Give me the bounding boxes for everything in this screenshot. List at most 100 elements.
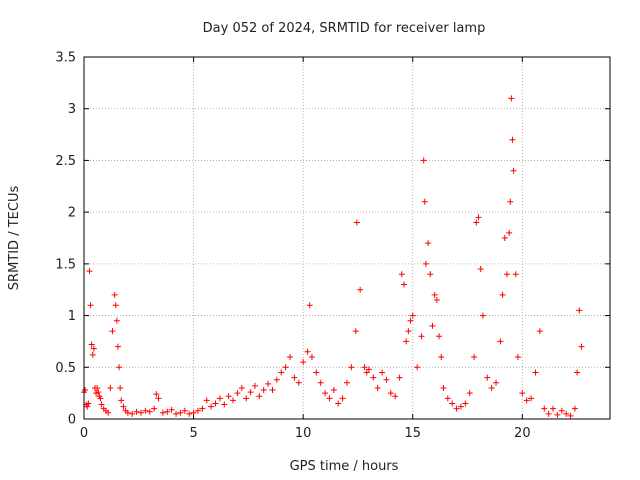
data-point (86, 268, 93, 275)
data-point (155, 395, 162, 402)
data-point (82, 387, 89, 394)
data-point (111, 291, 118, 298)
data-point (414, 364, 421, 371)
data-point (519, 390, 526, 397)
data-point (203, 397, 210, 404)
data-point (405, 328, 412, 335)
data-point (528, 395, 535, 402)
data-point (247, 389, 254, 396)
data-point (383, 376, 390, 383)
data-point (571, 405, 578, 412)
data-point (576, 307, 583, 314)
data-point (95, 389, 102, 396)
data-point (403, 338, 410, 345)
data-point (199, 405, 206, 412)
x-axis-label: GPS time / hours (290, 459, 399, 474)
data-point (493, 379, 500, 386)
y-tick-label: 1 (68, 309, 76, 324)
data-point (212, 400, 219, 407)
data-point (114, 343, 121, 350)
data-point (536, 328, 543, 335)
data-point (409, 312, 416, 319)
x-tick-label: 15 (404, 426, 421, 441)
data-point (89, 351, 96, 358)
data-point (120, 403, 127, 410)
data-point (295, 379, 302, 386)
data-point (124, 409, 131, 416)
y-tick-label: 3.5 (55, 51, 76, 66)
data-point (499, 291, 506, 298)
data-point (503, 271, 510, 278)
data-point (238, 384, 245, 391)
data-point (510, 167, 517, 174)
data-point (118, 397, 125, 404)
data-point (107, 384, 114, 391)
data-point (113, 317, 120, 324)
data-point (278, 369, 285, 376)
data-point (353, 219, 360, 226)
data-point (563, 410, 570, 417)
data-point (335, 400, 342, 407)
x-tick-label: 5 (189, 426, 197, 441)
data-point (457, 403, 464, 410)
data-point (363, 369, 370, 376)
data-point (129, 410, 136, 417)
data-point (466, 390, 473, 397)
data-point (420, 157, 427, 164)
data-point (151, 405, 158, 412)
data-point (317, 379, 324, 386)
data-point (251, 382, 258, 389)
data-point (339, 395, 346, 402)
data-point (574, 369, 581, 376)
data-point (512, 271, 519, 278)
data-point (550, 405, 557, 412)
data-point (514, 353, 521, 360)
data-point (344, 379, 350, 386)
data-point (352, 328, 359, 335)
data-point (523, 397, 530, 404)
data-point (370, 374, 377, 381)
data-point (427, 271, 434, 278)
data-point (497, 338, 504, 345)
data-point (225, 393, 232, 400)
data-point (282, 364, 289, 371)
data-point (449, 400, 456, 407)
data-points (81, 95, 585, 419)
data-point (84, 403, 91, 410)
plot-frame (83, 56, 611, 420)
data-point (269, 387, 276, 394)
data-point (418, 333, 425, 340)
data-point (433, 297, 440, 304)
data-point (146, 408, 153, 415)
data-point (243, 395, 250, 402)
y-tick-label: 0.5 (55, 361, 76, 376)
grid-layer (84, 57, 610, 419)
data-point (421, 198, 428, 205)
x-tick-label: 0 (80, 426, 88, 441)
data-point (440, 384, 447, 391)
data-point (554, 411, 561, 418)
x-tick-label: 20 (514, 426, 531, 441)
data-point (436, 333, 443, 340)
data-point (361, 364, 368, 371)
data-point (153, 391, 160, 398)
y-tick-label: 0 (68, 413, 76, 428)
data-point (112, 302, 119, 309)
data-point (396, 374, 403, 381)
data-point (137, 409, 144, 416)
data-point (159, 409, 166, 416)
data-point (444, 395, 451, 402)
data-point (348, 364, 355, 371)
data-point (509, 136, 516, 143)
data-point (558, 407, 565, 414)
data-point (507, 198, 514, 205)
data-point (234, 390, 241, 397)
data-point (387, 390, 394, 397)
data-point (291, 374, 298, 381)
data-point (133, 408, 140, 415)
data-point (304, 348, 311, 355)
data-point (541, 405, 548, 412)
data-point (142, 407, 149, 414)
data-point (453, 405, 460, 412)
